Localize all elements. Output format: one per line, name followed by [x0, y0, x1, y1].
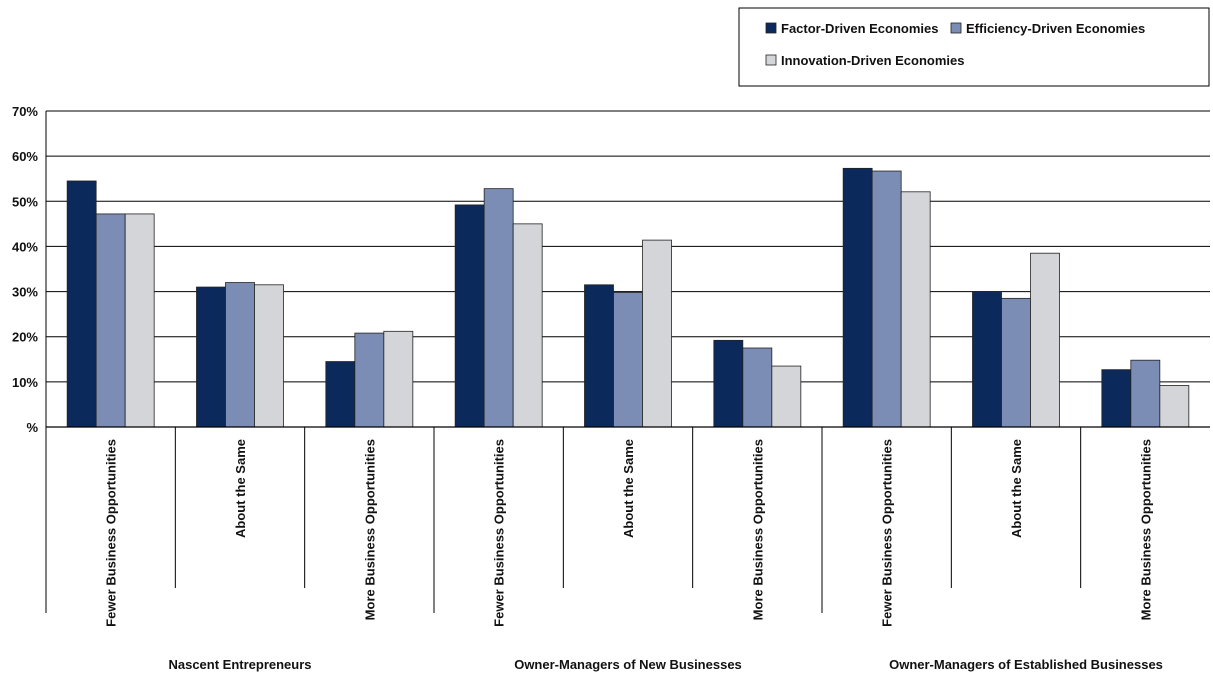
legend: Factor-Driven Economies Efficiency-Driven…	[738, 7, 1210, 87]
bar	[642, 239, 672, 428]
bar	[124, 213, 155, 428]
legend-swatch	[950, 22, 962, 34]
y-axis-ticks: % 10% 20% 30% 40% 50% 60% 70%	[12, 104, 38, 435]
bar	[225, 282, 255, 428]
bar	[713, 339, 744, 428]
bar	[1159, 385, 1190, 428]
bar	[1001, 297, 1031, 428]
legend-swatch	[765, 54, 777, 66]
category-label: More Business Opportunities	[750, 439, 765, 620]
y-tick-label: 40%	[12, 239, 38, 254]
category-label: Fewer Business Opportunities	[104, 439, 119, 627]
group-label: Nascent Entrepreneurs	[168, 657, 311, 672]
bar	[742, 347, 773, 428]
bar	[483, 188, 514, 428]
bar	[584, 284, 614, 428]
y-tick-label: 70%	[12, 104, 38, 119]
y-tick-label: 20%	[12, 330, 38, 345]
axes	[45, 111, 1210, 613]
legend-swatch	[765, 22, 777, 34]
bar	[1030, 252, 1060, 428]
bar	[512, 223, 543, 428]
category-label: More Business Opportunities	[1138, 439, 1153, 620]
bar	[383, 330, 414, 428]
category-label: Fewer Business Opportunities	[880, 439, 895, 627]
category-label: About the Same	[233, 439, 248, 538]
bar	[95, 213, 126, 428]
legend-label: Innovation-Driven Economies	[781, 53, 964, 68]
bars	[66, 167, 1190, 428]
category-label: More Business Opportunities	[362, 439, 377, 620]
bar	[354, 332, 385, 428]
bar	[871, 170, 902, 428]
bar	[254, 284, 284, 428]
bar	[972, 291, 1002, 428]
bar	[325, 361, 356, 428]
bar	[66, 180, 97, 428]
legend-label: Efficiency-Driven Economies	[966, 21, 1145, 36]
bar	[771, 365, 802, 428]
y-tick-label: 10%	[12, 375, 38, 390]
group-label: Owner-Managers of New Businesses	[514, 657, 742, 672]
group-label: Owner-Managers of Established Businesses	[889, 657, 1163, 672]
bar	[900, 191, 931, 428]
category-label: About the Same	[621, 439, 636, 538]
bar	[1130, 359, 1161, 428]
category-label: Fewer Business Opportunities	[492, 439, 507, 627]
group-labels: Nascent Entrepreneurs Owner-Managers of N…	[168, 657, 1162, 672]
bar	[613, 292, 643, 428]
category-label: About the Same	[1009, 439, 1024, 538]
legend-label: Factor-Driven Economies	[781, 21, 939, 36]
y-tick-label: 60%	[12, 149, 38, 164]
bar	[196, 286, 226, 428]
y-tick-label: 50%	[12, 194, 38, 209]
bar	[842, 167, 873, 428]
category-labels: Fewer Business Opportunities About the Sa…	[104, 439, 1154, 627]
y-tick-label: 30%	[12, 285, 38, 300]
bar	[1101, 369, 1132, 428]
bar	[454, 204, 485, 428]
y-tick-label: %	[26, 420, 38, 435]
legend-box	[738, 7, 1210, 87]
